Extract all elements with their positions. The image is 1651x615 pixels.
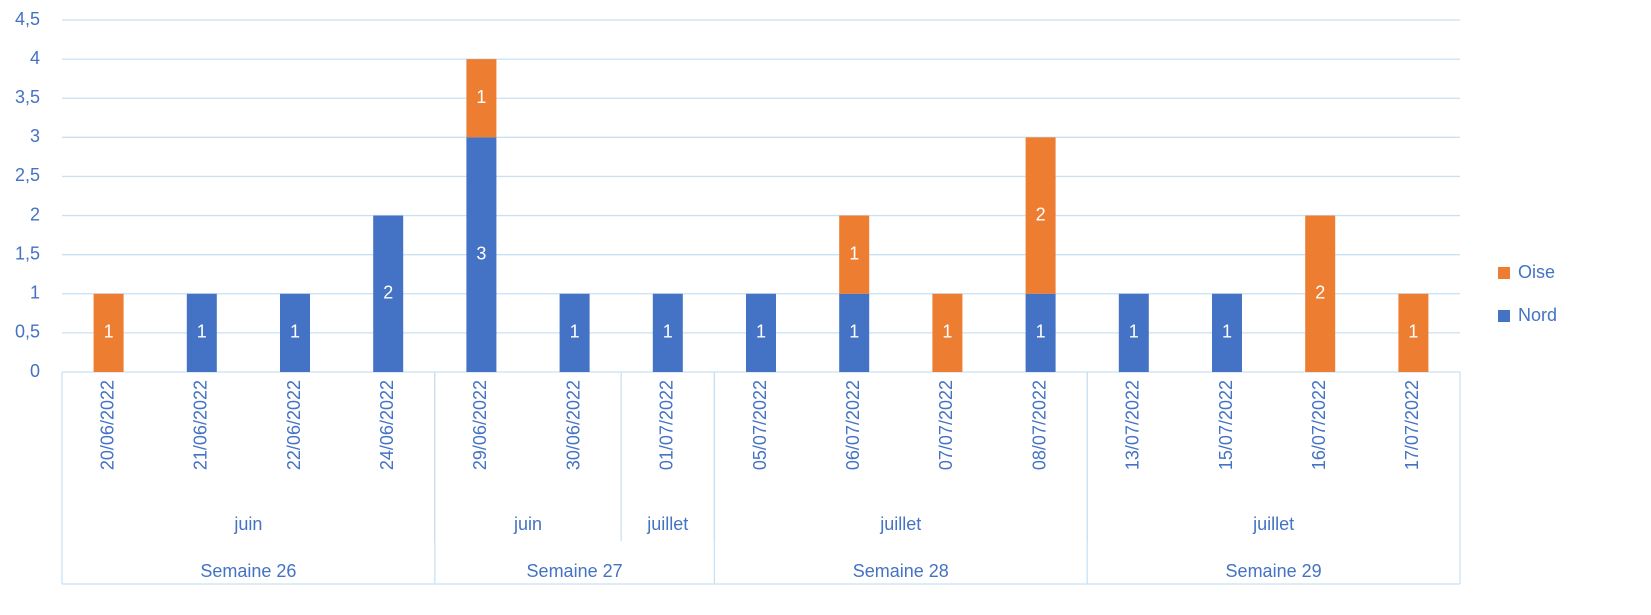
bar-segment — [1025, 137, 1056, 294]
data-label: 1 — [849, 322, 859, 342]
legend-swatch — [1498, 267, 1510, 279]
bar-segment — [1025, 293, 1056, 372]
data-label: 1 — [663, 322, 673, 342]
bar-segment — [839, 293, 870, 372]
x-tick-label: 22/06/2022 — [284, 380, 304, 470]
y-tick-label: 4 — [30, 48, 40, 68]
y-tick-label: 2 — [30, 204, 40, 224]
legend-label: Oise — [1518, 262, 1555, 282]
data-label: 2 — [383, 283, 393, 303]
y-tick-label: 0,5 — [15, 322, 40, 342]
month-label: juin — [513, 514, 542, 534]
y-tick-label: 2,5 — [15, 165, 40, 185]
data-label: 1 — [476, 87, 486, 107]
data-label: 2 — [1315, 283, 1325, 303]
x-tick-label: 01/07/2022 — [657, 380, 677, 470]
data-label: 1 — [1408, 322, 1418, 342]
bar-segment — [1212, 293, 1242, 372]
x-tick-label: 17/07/2022 — [1402, 380, 1422, 470]
bar-segment — [373, 215, 404, 372]
data-label: 1 — [290, 322, 300, 342]
bar-segment — [746, 293, 776, 372]
y-tick-label: 0 — [30, 361, 40, 381]
x-tick-label: 16/07/2022 — [1309, 380, 1329, 470]
data-label: 1 — [197, 322, 207, 342]
week-label: Semaine 27 — [527, 561, 623, 581]
x-tick-label: 21/06/2022 — [191, 380, 211, 470]
x-tick-label: 24/06/2022 — [377, 380, 397, 470]
y-tick-label: 1 — [30, 283, 40, 303]
data-label: 1 — [849, 243, 859, 263]
bar-segment — [1398, 293, 1429, 372]
x-tick-label: 06/07/2022 — [843, 380, 863, 470]
x-tick-label: 30/06/2022 — [563, 380, 583, 470]
bar-segment — [466, 137, 497, 372]
legend-swatch — [1498, 310, 1510, 322]
data-label: 1 — [570, 322, 580, 342]
month-label: juillet — [646, 514, 688, 534]
data-label: 3 — [476, 243, 486, 263]
x-tick-label: 15/07/2022 — [1216, 380, 1236, 470]
x-tick-label: 07/07/2022 — [936, 380, 956, 470]
week-label: Semaine 29 — [1226, 561, 1322, 581]
bar-segment — [932, 293, 963, 372]
month-label: juillet — [1252, 514, 1294, 534]
x-tick-label: 20/06/2022 — [97, 380, 117, 470]
x-tick-label: 13/07/2022 — [1123, 380, 1143, 470]
data-label: 2 — [1036, 204, 1046, 224]
data-label: 1 — [1036, 322, 1046, 342]
y-tick-label: 4,5 — [15, 9, 40, 29]
legend-label: Nord — [1518, 305, 1557, 325]
y-tick-label: 3 — [30, 126, 40, 146]
month-label: juillet — [879, 514, 921, 534]
bar-segment — [466, 59, 497, 138]
week-label: Semaine 26 — [200, 561, 296, 581]
bar-segment — [1118, 293, 1149, 372]
bar-segment — [652, 293, 683, 372]
bar-segment — [93, 293, 124, 372]
month-label: juin — [233, 514, 262, 534]
bar-segment — [1305, 215, 1336, 372]
week-label: Semaine 28 — [853, 561, 949, 581]
x-tick-label: 08/07/2022 — [1029, 380, 1049, 470]
y-tick-label: 1,5 — [15, 243, 40, 263]
bar-segment — [280, 293, 310, 372]
data-label: 1 — [942, 322, 952, 342]
x-tick-label: 29/06/2022 — [470, 380, 490, 470]
bar-segment — [186, 293, 217, 372]
data-label: 1 — [1129, 322, 1139, 342]
bar-segment — [839, 215, 870, 294]
data-label: 1 — [104, 322, 114, 342]
y-tick-label: 3,5 — [15, 87, 40, 107]
data-label: 1 — [1222, 322, 1232, 342]
data-label: 1 — [756, 322, 766, 342]
bar-segment — [559, 293, 590, 372]
x-tick-label: 05/07/2022 — [750, 380, 770, 470]
